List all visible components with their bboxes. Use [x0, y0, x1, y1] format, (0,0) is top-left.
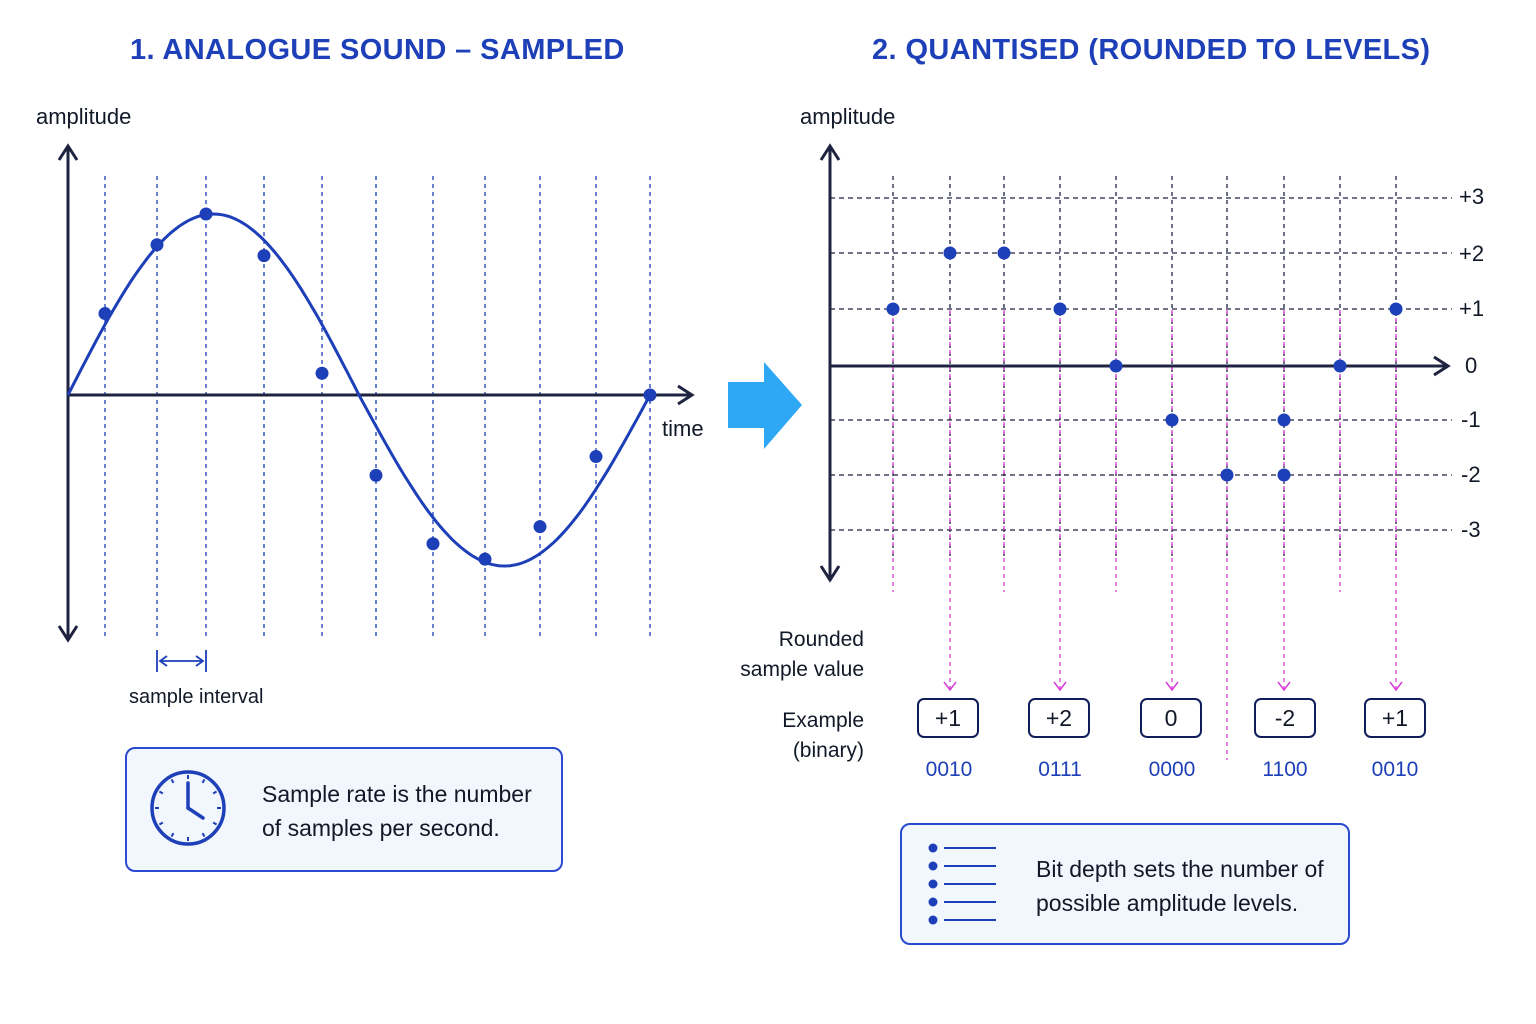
quantised-point — [943, 246, 957, 260]
list-bullet — [928, 879, 938, 889]
rounded-value-box: +1 — [1364, 698, 1426, 738]
binary-value: 0010 — [1371, 758, 1419, 781]
guide-arrowhead — [1165, 681, 1179, 692]
clock-tick — [201, 832, 206, 838]
left-y-axis-label: amplitude — [36, 104, 132, 129]
binary-value: 0010 — [925, 758, 973, 781]
level-label: 0 — [1465, 353, 1478, 378]
sample-interval-marker — [156, 650, 207, 672]
right-y-axis — [819, 143, 841, 583]
sample-point — [533, 520, 547, 534]
left-panel-title: 1. ANALOGUE SOUND – SAMPLED — [130, 34, 625, 66]
clock-tick — [170, 778, 175, 784]
sample-rate-info-text: Sample rate is the number of samples per… — [262, 777, 552, 845]
list-bullet — [928, 861, 938, 871]
guide-arrowhead — [943, 681, 957, 692]
quantised-point — [1053, 302, 1067, 316]
transition-arrow-icon — [728, 362, 802, 449]
list-bullet — [928, 915, 938, 925]
guide-arrowhead — [1053, 681, 1067, 692]
binary-value: 0111 — [1038, 758, 1082, 781]
sample-point — [478, 552, 492, 566]
left-x-axis-label: time — [662, 416, 704, 441]
sample-rate-info-box — [125, 747, 563, 872]
quantised-point — [1220, 468, 1234, 482]
sample-guide-lines — [892, 310, 1403, 760]
quantised-point — [1277, 468, 1291, 482]
right-y-axis-label: amplitude — [800, 104, 896, 129]
guide-arrowhead — [1277, 681, 1291, 692]
level-label: +3 — [1459, 184, 1485, 209]
sample-point — [98, 307, 112, 321]
right-zero-axis — [830, 355, 1451, 377]
clock-tick — [212, 821, 218, 826]
sample-point — [257, 249, 271, 263]
guide-arrowhead — [1389, 681, 1403, 692]
quantised-points — [886, 246, 1403, 482]
sample-rate-emphasis: Sample rate — [262, 781, 387, 807]
sample-interval-label: sample interval — [129, 686, 264, 708]
left-x-axis — [68, 384, 695, 406]
quantised-point — [1109, 359, 1123, 373]
list-bullet — [928, 843, 938, 853]
clock-tick — [212, 790, 218, 795]
clock-tick — [170, 832, 175, 838]
level-label: -3 — [1461, 517, 1481, 542]
level-label: -2 — [1461, 462, 1481, 487]
level-label: +2 — [1459, 241, 1485, 266]
sample-point — [150, 238, 164, 252]
rounded-value-box: 0 — [1140, 698, 1202, 738]
quantised-point — [1277, 413, 1291, 427]
clock-tick — [201, 778, 206, 784]
analogue-waveform — [66, 212, 652, 568]
rounded-value-box: +1 — [917, 698, 979, 738]
clock-tick — [158, 790, 164, 795]
right-panel-title: 2. QUANTISED (ROUNDED TO LEVELS) — [872, 34, 1431, 66]
example-binary-label: Example (binary) — [782, 709, 864, 762]
sample-point — [315, 366, 329, 380]
list-icon — [928, 843, 996, 925]
rounded-value-box: -2 — [1254, 698, 1316, 738]
binary-value: 1100 — [1262, 758, 1308, 781]
quantised-point — [1333, 359, 1347, 373]
quantised-point — [1389, 302, 1403, 316]
list-bullet — [928, 897, 938, 907]
sample-point — [643, 388, 657, 402]
rounded-sample-value-label: Rounded sample value — [740, 628, 864, 681]
sample-points — [98, 207, 657, 566]
sample-point — [369, 468, 383, 482]
bit-depth-emphasis: Bit depth — [1036, 856, 1127, 882]
quantised-point — [1165, 413, 1179, 427]
level-label: +1 — [1459, 296, 1485, 321]
sample-point — [426, 537, 440, 551]
bit-depth-info-text: Bit depth sets the number of possible am… — [1036, 852, 1336, 920]
clock-tick — [158, 821, 164, 826]
clock-icon — [150, 770, 226, 846]
sample-point — [589, 450, 603, 464]
rounded-value-box: +2 — [1028, 698, 1090, 738]
level-label: -1 — [1461, 407, 1481, 432]
right-level-gridlines — [830, 176, 1452, 560]
binary-value: 0000 — [1148, 758, 1196, 781]
quantised-point — [997, 246, 1011, 260]
sample-point — [199, 207, 213, 221]
bit-depth-description: sets the number of possible amplitude le… — [1036, 856, 1324, 916]
quantised-point — [886, 302, 900, 316]
left-sample-gridlines — [104, 176, 651, 640]
sample-rate-description: is the number of samples per second. — [262, 781, 532, 841]
